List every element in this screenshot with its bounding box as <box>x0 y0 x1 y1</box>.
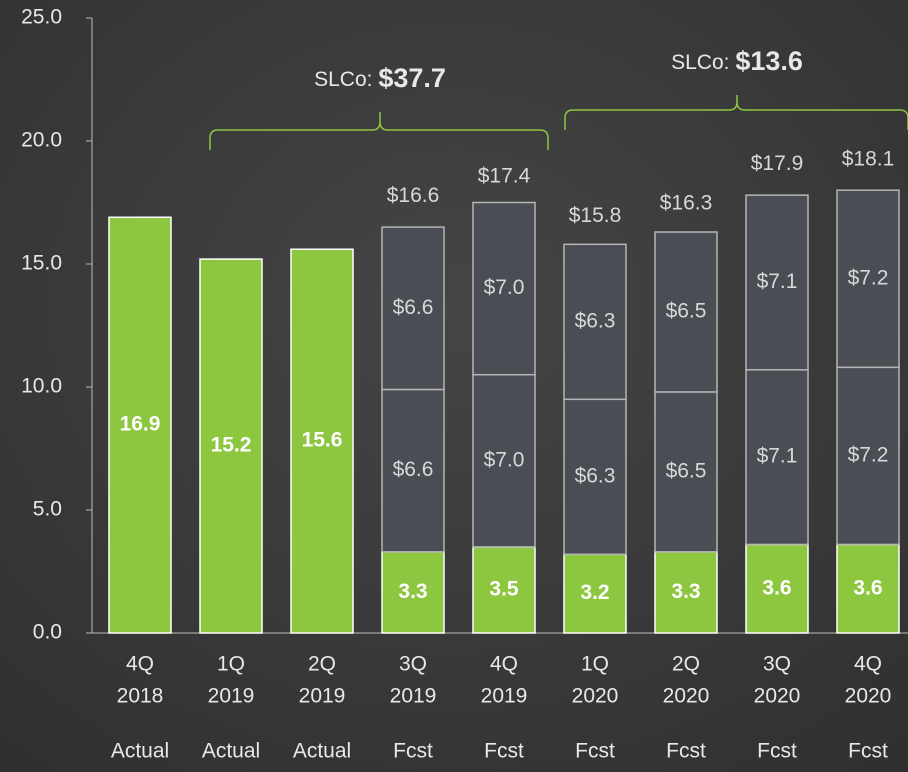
annotation-value: $37.7 <box>378 63 446 93</box>
data-label: $7.1 <box>757 445 798 468</box>
data-label: $7.0 <box>484 276 525 299</box>
bar-segment <box>563 243 627 401</box>
data-label: 3.6 <box>762 576 791 599</box>
bracket <box>564 95 908 130</box>
bar-segment <box>472 546 536 634</box>
x-tick-label: 2019 <box>390 685 437 708</box>
data-label: $7.2 <box>848 266 889 289</box>
data-label: 15.6 <box>302 429 343 452</box>
data-label: $6.6 <box>393 458 434 481</box>
x-tick-label: 1Q <box>581 653 609 676</box>
x-tick-label: 2Q <box>672 653 700 676</box>
data-label: $7.2 <box>848 443 889 466</box>
status-label: Actual <box>293 740 351 763</box>
x-tick-label: 4Q <box>126 653 154 676</box>
x-tick-label: 4Q <box>490 653 518 676</box>
total-label: $15.8 <box>569 204 622 227</box>
x-tick-label: 2018 <box>117 685 164 708</box>
y-tick-label: 10.0 <box>21 375 62 398</box>
x-tick-label: 2020 <box>663 685 710 708</box>
status-label: Fcst <box>848 740 888 763</box>
total-label: $17.4 <box>478 165 531 188</box>
x-tick-label: 2020 <box>572 685 619 708</box>
data-label: 3.5 <box>489 577 519 600</box>
status-label: Fcst <box>393 740 433 763</box>
data-label: $6.3 <box>575 464 616 487</box>
y-tick-label: 20.0 <box>21 129 62 152</box>
bar-segment <box>472 373 536 548</box>
data-label: $7.0 <box>484 448 525 471</box>
status-label: Fcst <box>575 740 615 763</box>
bar-segment <box>654 231 718 393</box>
x-tick-label: 2Q <box>308 653 336 676</box>
data-label: 3.3 <box>398 580 427 603</box>
annotation-value: $13.6 <box>735 46 803 76</box>
data-label: $6.5 <box>666 300 707 323</box>
data-label: 3.6 <box>853 576 882 599</box>
annotation-text: SLCo: <box>671 51 729 74</box>
bracket <box>209 112 549 150</box>
bar-segment <box>563 553 627 634</box>
data-label: $6.3 <box>575 309 616 332</box>
annotation-text: SLCo: <box>314 68 372 91</box>
bar-segment <box>745 543 809 634</box>
status-label: Actual <box>202 740 260 763</box>
x-tick-label: 4Q <box>854 653 882 676</box>
bar-segment <box>381 226 445 391</box>
bar-segment <box>108 216 172 634</box>
y-tick-label: 5.0 <box>33 498 62 521</box>
data-label: 16.9 <box>120 413 161 436</box>
x-tick-label: 2019 <box>208 685 255 708</box>
x-tick-label: 2019 <box>481 685 528 708</box>
data-label: $6.6 <box>393 296 434 319</box>
x-tick-label: 3Q <box>763 653 791 676</box>
x-tick-label: 3Q <box>399 653 427 676</box>
annotation: SLCo: $37.7 <box>314 63 446 93</box>
y-tick-label: 25.0 <box>21 6 62 29</box>
y-tick-label: 0.0 <box>33 621 62 644</box>
status-label: Fcst <box>484 740 524 763</box>
bar-segment <box>836 189 900 369</box>
status-label: Fcst <box>757 740 797 763</box>
bar-segment <box>836 366 900 546</box>
total-label: $18.1 <box>842 147 895 170</box>
bar-segment <box>472 201 536 376</box>
bar-segment <box>381 551 445 634</box>
x-tick-label: 1Q <box>217 653 245 676</box>
total-label: $16.6 <box>387 184 440 207</box>
data-label: 3.3 <box>671 580 700 603</box>
data-label: $7.1 <box>757 270 798 293</box>
data-label: 3.2 <box>580 581 609 604</box>
status-label: Fcst <box>666 740 706 763</box>
y-tick-label: 15.0 <box>21 252 62 275</box>
data-label: 15.2 <box>211 434 252 457</box>
x-tick-label: 2019 <box>299 685 346 708</box>
annotation: SLCo: $13.6 <box>671 46 803 76</box>
data-label: $6.5 <box>666 459 707 482</box>
bar-segment <box>563 398 627 556</box>
bar-segment <box>836 543 900 634</box>
bar-segment <box>199 258 263 634</box>
total-label: $16.3 <box>660 192 713 215</box>
bar-segment <box>745 369 809 546</box>
x-tick-label: 2020 <box>845 685 892 708</box>
bar-segment <box>745 194 809 371</box>
total-label: $17.9 <box>751 152 804 175</box>
status-label: Actual <box>111 740 169 763</box>
bar-segment <box>290 248 354 634</box>
x-tick-label: 2020 <box>754 685 801 708</box>
